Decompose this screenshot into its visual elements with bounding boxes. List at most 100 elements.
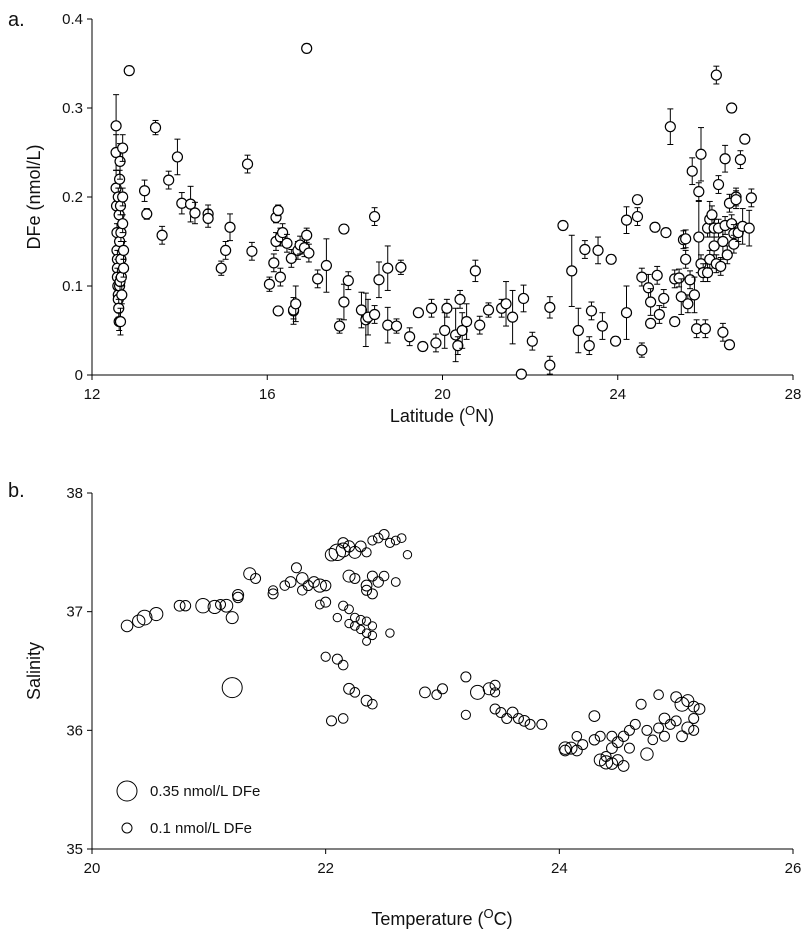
data-point bbox=[600, 750, 612, 762]
panel-b-x-ticks: 20 22 24 26 bbox=[84, 849, 801, 877]
data-point bbox=[708, 240, 720, 252]
data-point bbox=[163, 174, 175, 186]
data-point bbox=[361, 547, 372, 558]
data-point bbox=[366, 570, 378, 582]
data-point bbox=[645, 296, 657, 308]
data-point bbox=[338, 296, 350, 308]
y-tick-label: 35 bbox=[66, 841, 83, 858]
data-point bbox=[171, 151, 184, 163]
data-point bbox=[721, 249, 733, 261]
data-point bbox=[220, 244, 232, 256]
panel-a-data-points bbox=[110, 42, 757, 380]
data-point bbox=[338, 600, 349, 611]
panel-b-label: b. bbox=[8, 480, 25, 502]
data-point bbox=[588, 734, 601, 746]
data-point bbox=[512, 712, 524, 724]
data-point bbox=[579, 243, 591, 256]
data-point bbox=[419, 686, 431, 699]
data-point bbox=[156, 229, 168, 241]
legend-marker-large bbox=[116, 780, 138, 802]
panel-b-x-title-superscript: O bbox=[483, 906, 493, 921]
data-point bbox=[623, 742, 635, 754]
data-point bbox=[110, 120, 122, 132]
data-point bbox=[518, 714, 531, 727]
panel-b-x-title-main: Temperature ( bbox=[371, 909, 483, 929]
data-point bbox=[631, 210, 644, 223]
data-point bbox=[605, 757, 619, 770]
data-point bbox=[361, 616, 372, 626]
data-point bbox=[460, 671, 472, 683]
data-point bbox=[355, 614, 366, 626]
data-point bbox=[349, 572, 361, 584]
x-tick-label: 24 bbox=[551, 860, 568, 877]
data-point bbox=[682, 298, 694, 310]
data-point bbox=[734, 154, 747, 166]
data-point bbox=[577, 739, 589, 751]
data-point bbox=[184, 198, 197, 210]
data-point bbox=[367, 630, 378, 641]
data-point bbox=[202, 212, 214, 224]
legend-marker-small bbox=[121, 822, 133, 834]
data-point bbox=[500, 298, 512, 310]
data-point bbox=[281, 237, 293, 249]
data-point bbox=[360, 694, 373, 707]
data-point bbox=[332, 612, 343, 623]
data-point bbox=[693, 231, 705, 243]
panel-b-y-ticks: 35 36 37 38 bbox=[66, 485, 92, 858]
panel-b-data-points bbox=[120, 529, 706, 772]
data-point bbox=[715, 260, 727, 273]
data-point bbox=[693, 186, 705, 198]
panel-a-x-title-main: Latitude ( bbox=[390, 406, 465, 426]
data-point bbox=[384, 537, 396, 548]
data-point bbox=[390, 535, 401, 546]
data-point bbox=[366, 588, 378, 600]
data-point bbox=[558, 741, 572, 755]
data-point bbox=[526, 335, 538, 347]
data-point bbox=[495, 707, 507, 719]
data-point bbox=[592, 244, 604, 256]
data-point bbox=[636, 344, 648, 356]
data-point bbox=[274, 271, 286, 283]
data-point bbox=[647, 734, 659, 746]
data-point bbox=[215, 599, 227, 611]
data-point bbox=[680, 253, 692, 265]
data-point bbox=[651, 269, 663, 281]
y-tick-label: 38 bbox=[66, 485, 83, 502]
data-point bbox=[224, 221, 236, 233]
panel-b-x-title-suffix: C) bbox=[494, 909, 513, 929]
data-point bbox=[641, 724, 653, 736]
data-point bbox=[368, 308, 381, 321]
panel-a-x-title-suffix: N) bbox=[475, 406, 494, 426]
data-point bbox=[620, 307, 633, 319]
data-point bbox=[231, 588, 245, 602]
data-point bbox=[331, 653, 343, 665]
data-point bbox=[620, 214, 633, 226]
data-point bbox=[272, 305, 284, 317]
data-point bbox=[653, 308, 665, 321]
data-point bbox=[456, 324, 468, 337]
data-point bbox=[687, 700, 700, 713]
data-point bbox=[396, 533, 407, 543]
data-point bbox=[120, 619, 134, 633]
data-point bbox=[596, 320, 609, 332]
data-point bbox=[301, 42, 313, 54]
data-point bbox=[454, 293, 466, 305]
data-point bbox=[606, 730, 618, 742]
data-point bbox=[572, 324, 584, 337]
data-point bbox=[611, 736, 624, 749]
data-point bbox=[669, 316, 681, 328]
data-point bbox=[452, 340, 464, 352]
data-point bbox=[132, 614, 146, 628]
data-point bbox=[489, 703, 501, 715]
data-point bbox=[297, 585, 308, 596]
data-point bbox=[605, 253, 617, 265]
data-point bbox=[606, 742, 618, 755]
data-point bbox=[117, 142, 129, 154]
data-point bbox=[686, 165, 698, 177]
data-point bbox=[149, 606, 164, 622]
y-tick-label: 0.4 bbox=[62, 11, 83, 28]
data-point bbox=[617, 760, 630, 772]
data-point bbox=[642, 282, 655, 294]
data-point bbox=[303, 247, 315, 259]
data-point bbox=[743, 222, 755, 234]
